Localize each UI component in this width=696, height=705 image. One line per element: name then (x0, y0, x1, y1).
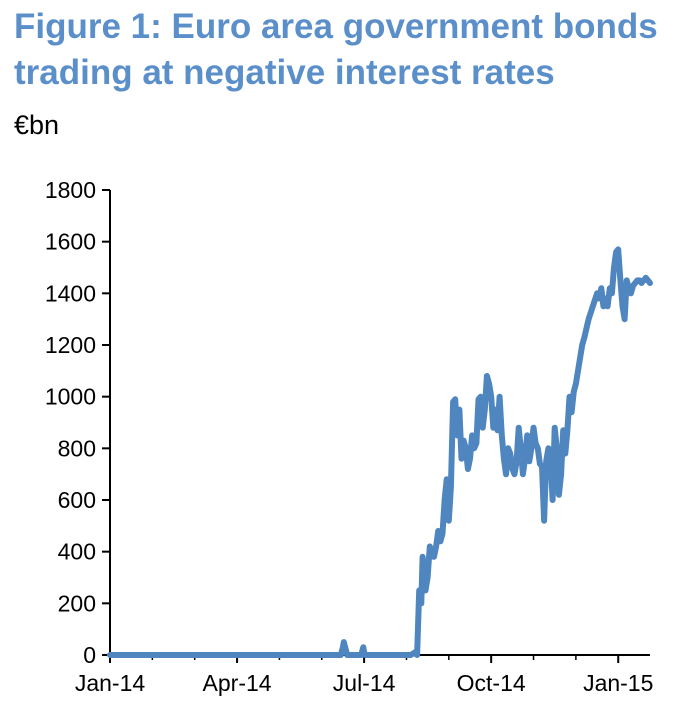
y-tick-label: 200 (58, 590, 96, 616)
x-tick-label: Jan-15 (583, 670, 653, 696)
y-tick-label: 1200 (45, 332, 96, 358)
chart-title-line2: trading at negative interest rates (14, 53, 555, 92)
y-tick-label: 1600 (45, 229, 96, 255)
y-tick-label: 1400 (45, 280, 96, 306)
y-tick-label: 600 (58, 487, 96, 513)
y-axis-unit-label: €bn (14, 110, 60, 140)
chart-title: Figure 1: Euro area government bonds tra… (14, 4, 684, 96)
series-line (107, 246, 653, 658)
y-tick-label: 400 (58, 539, 96, 565)
chart-title-line1: Figure 1: Euro area government bonds (14, 7, 658, 46)
y-tick-label: 1000 (45, 384, 96, 410)
y-tick-label: 0 (83, 642, 96, 668)
y-tick-label: 1800 (45, 177, 96, 203)
y-tick-label: 800 (58, 435, 96, 461)
x-tick-label: Jul-14 (333, 670, 396, 696)
x-tick-label: Oct-14 (457, 670, 526, 696)
x-tick-label: Jan-14 (75, 670, 146, 696)
x-tick-label: Apr-14 (203, 670, 272, 696)
